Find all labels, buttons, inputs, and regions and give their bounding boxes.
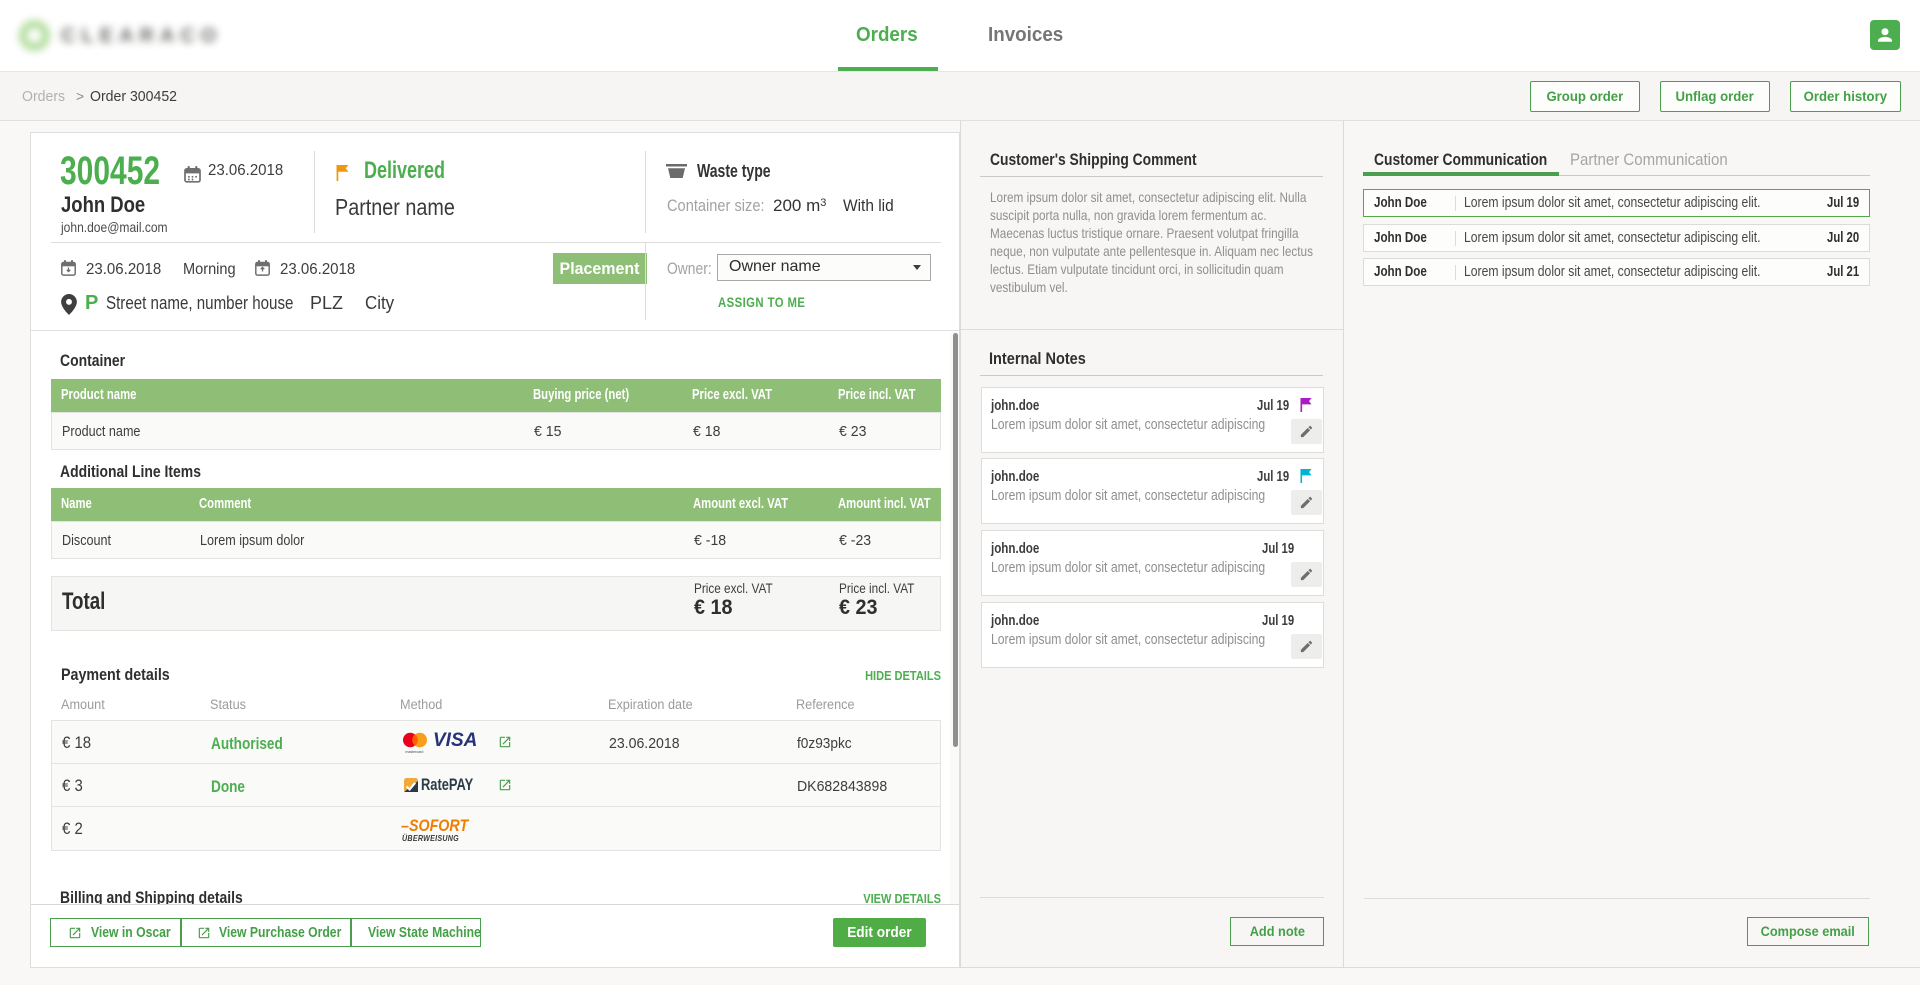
svg-text:mastercard: mastercard <box>405 750 423 754</box>
